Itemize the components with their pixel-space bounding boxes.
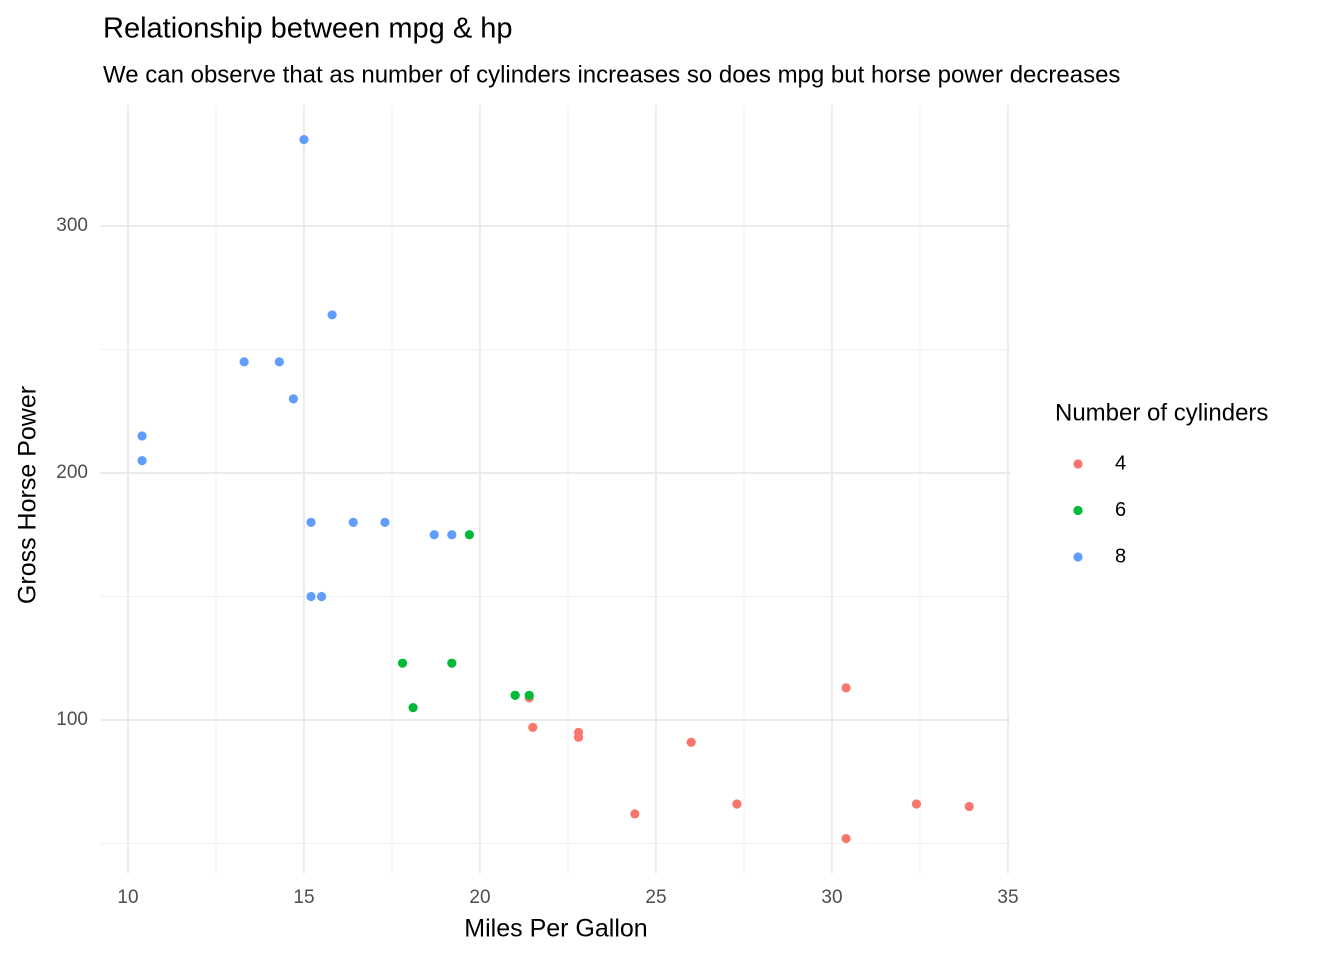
x-tick-label: 30 — [821, 887, 842, 908]
point — [573, 727, 584, 737]
point — [274, 357, 284, 367]
chart-subtitle: We can observe that as number of cylinde… — [103, 61, 1120, 88]
point — [630, 809, 640, 819]
y-axis-label: Gross Horse Power — [14, 386, 42, 604]
point — [429, 530, 439, 540]
point — [327, 310, 337, 320]
point — [447, 530, 457, 540]
x-tick-label: 15 — [293, 887, 314, 908]
legend-label: 8 — [1115, 545, 1126, 567]
point — [137, 431, 147, 441]
legend-marker — [1073, 552, 1083, 562]
x-axis-label: Miles Per Gallon — [464, 915, 647, 943]
legend-marker — [1073, 505, 1083, 516]
point — [510, 690, 520, 700]
chart-title: Relationship between mpg & hp — [103, 13, 512, 45]
point — [306, 591, 316, 602]
point — [686, 737, 696, 747]
point — [306, 517, 316, 527]
x-tick-label: 10 — [117, 887, 138, 908]
point — [137, 456, 147, 466]
legend-marker — [1073, 459, 1083, 469]
x-tick-label: 20 — [469, 887, 490, 908]
point — [397, 658, 408, 668]
y-tick-label: 200 — [56, 462, 88, 483]
y-tick-label: 100 — [56, 709, 88, 730]
legend-label: 4 — [1115, 452, 1126, 474]
point — [528, 722, 538, 733]
point — [841, 683, 851, 693]
point — [841, 833, 851, 844]
y-tick-label: 300 — [56, 215, 88, 236]
point — [408, 703, 418, 713]
point — [464, 530, 475, 540]
point — [348, 517, 358, 527]
point — [447, 658, 457, 668]
point — [239, 357, 249, 367]
grid — [100, 104, 1011, 874]
point — [299, 134, 309, 145]
point — [316, 591, 327, 602]
point — [380, 517, 390, 527]
x-tick-label: 35 — [997, 887, 1018, 908]
point — [911, 799, 922, 809]
point — [524, 690, 534, 700]
point — [732, 799, 742, 809]
legend-title: Number of cylinders — [1055, 399, 1268, 426]
legend-label: 6 — [1115, 499, 1126, 521]
point — [288, 394, 299, 404]
x-tick-label: 25 — [645, 887, 666, 908]
point — [964, 801, 974, 812]
